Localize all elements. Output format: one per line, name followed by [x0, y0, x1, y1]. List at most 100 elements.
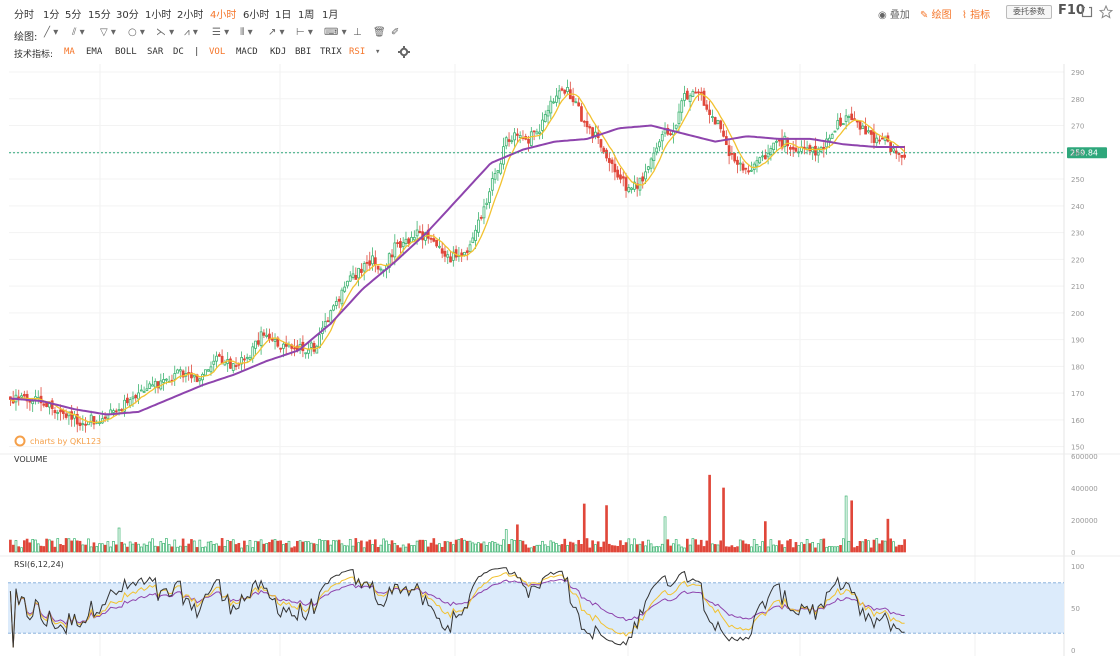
- timeframe-15min[interactable]: 15分: [88, 10, 111, 21]
- overlay-button[interactable]: ◉ 叠加: [878, 6, 910, 21]
- indicator-button[interactable]: ⌇ 指标: [962, 6, 990, 21]
- volume-bar: [298, 540, 302, 553]
- volume-bar: [794, 542, 798, 553]
- pattern-tool-icon[interactable]: ⩘ ▾: [184, 27, 198, 38]
- timeframe-fenshi[interactable]: 分时: [14, 10, 34, 21]
- volume-bar: [98, 543, 101, 553]
- candle-body: [730, 153, 734, 155]
- volume-bar: [404, 546, 408, 553]
- bar-pattern-icon[interactable]: ⊥: [353, 27, 362, 38]
- f10-button[interactable]: F10: [1058, 3, 1085, 18]
- indicator-macd[interactable]: MACD: [236, 47, 258, 57]
- volume-bar: [424, 540, 427, 553]
- volume-bar: [674, 539, 678, 553]
- candle-body: [399, 241, 402, 248]
- gann-tool-icon[interactable]: ⦀ ▾: [240, 27, 253, 38]
- timeframe-5min[interactable]: 5分: [65, 10, 82, 21]
- volume-bar: [217, 545, 221, 553]
- indicator-dc[interactable]: DC: [173, 47, 184, 57]
- price-tick-label: 200: [1071, 310, 1084, 318]
- measure-tool-icon[interactable]: ⊢ ▾: [296, 27, 313, 38]
- candle-body: [234, 365, 238, 367]
- volume-bar: [449, 541, 452, 553]
- candle-body: [117, 409, 121, 411]
- candle-body: [677, 111, 681, 125]
- candle-body: [373, 257, 377, 266]
- volume-bar: [477, 542, 480, 553]
- indicator-boll[interactable]: BOLL: [115, 47, 137, 57]
- candle-body: [454, 249, 458, 258]
- volume-bar: [385, 540, 388, 553]
- timeframe-30min[interactable]: 30分: [116, 10, 139, 21]
- indicator-ma[interactable]: MA: [64, 47, 75, 57]
- fullscreen-icon[interactable]: [1081, 6, 1093, 18]
- volume-bar: [711, 543, 714, 553]
- volume-bar: [853, 547, 856, 553]
- timeframe-1h[interactable]: 1小时: [145, 10, 172, 21]
- timeframe-1m[interactable]: 1月: [322, 10, 339, 21]
- wave-tool-icon[interactable]: ⋋ ▾: [156, 27, 175, 38]
- gear-icon[interactable]: [398, 46, 410, 58]
- settings-button[interactable]: 委托参数: [1006, 5, 1052, 19]
- timeframe-4h[interactable]: 4小时: [210, 10, 237, 21]
- indicator-vol[interactable]: VOL: [209, 47, 226, 57]
- indicator-more-icon[interactable]: ▾: [375, 47, 381, 57]
- candle-body: [92, 416, 96, 425]
- timeframe-1min[interactable]: 1分: [43, 10, 60, 21]
- circle-tool-icon[interactable]: ○ ▾: [128, 27, 145, 38]
- candle-body: [844, 115, 848, 122]
- volume-bar: [64, 538, 68, 553]
- ray-tool-icon[interactable]: ⫽ ▾: [72, 27, 85, 38]
- candle-body: [758, 157, 762, 164]
- candle-body: [254, 340, 257, 349]
- ma-short-line: [10, 93, 906, 424]
- timeframe-2h[interactable]: 2小时: [177, 10, 204, 21]
- volume-bar: [482, 541, 486, 553]
- draw-button[interactable]: ✎ 绘图: [920, 6, 952, 21]
- indicator-trix[interactable]: TRIX: [320, 47, 342, 57]
- volume-bar: [181, 538, 185, 553]
- candle-body: [588, 126, 592, 129]
- volume-bar: [761, 541, 764, 553]
- candle-body: [20, 395, 23, 398]
- candle-body: [644, 171, 647, 180]
- trash-icon[interactable]: 🗑: [373, 27, 386, 38]
- candle-body: [240, 357, 243, 365]
- magnet-icon[interactable]: ✐: [391, 27, 400, 38]
- timeframe-1w[interactable]: 1周: [298, 10, 315, 21]
- candle-body: [527, 138, 530, 144]
- volume-bar: [758, 546, 762, 553]
- volume-bar: [11, 544, 15, 553]
- indicator-sar[interactable]: SAR: [147, 47, 164, 57]
- volume-bar: [571, 542, 575, 553]
- candle-body: [552, 101, 555, 104]
- line-tool-icon[interactable]: ╱ ▾: [44, 27, 59, 38]
- candle-body: [351, 273, 355, 278]
- volume-bar: [28, 542, 32, 553]
- timeframe-1d[interactable]: 1日: [275, 10, 292, 21]
- volume-bar: [399, 547, 402, 553]
- volume-bar: [819, 539, 823, 553]
- candle-body: [70, 411, 74, 420]
- indicator-rsi[interactable]: RSI: [349, 47, 366, 57]
- comment-tool-icon[interactable]: ⌨ ▾: [324, 27, 347, 38]
- triangle-tool-icon[interactable]: ▽ ▾: [100, 27, 116, 38]
- volume-bar: [719, 540, 723, 553]
- arrow-tool-icon[interactable]: ↗ ▾: [268, 27, 285, 38]
- volume-bars: [9, 474, 906, 553]
- candle-body: [713, 117, 717, 125]
- fib-tool-icon[interactable]: ☰ ▾: [212, 27, 230, 38]
- star-icon[interactable]: [1099, 5, 1113, 19]
- volume-bar: [800, 542, 803, 553]
- timeframe-6h[interactable]: 6小时: [243, 10, 270, 21]
- indicator-bbi[interactable]: BBI: [295, 47, 312, 57]
- volume-bar: [527, 547, 530, 553]
- candle-body: [900, 154, 904, 158]
- indicator-ema[interactable]: EMA: [86, 47, 103, 57]
- indicator-kdj[interactable]: KDJ: [270, 47, 287, 57]
- indicator-label: 指标: [970, 10, 991, 21]
- volume-bar: [529, 547, 533, 553]
- candle-body: [379, 268, 383, 271]
- volume-bar: [541, 540, 544, 553]
